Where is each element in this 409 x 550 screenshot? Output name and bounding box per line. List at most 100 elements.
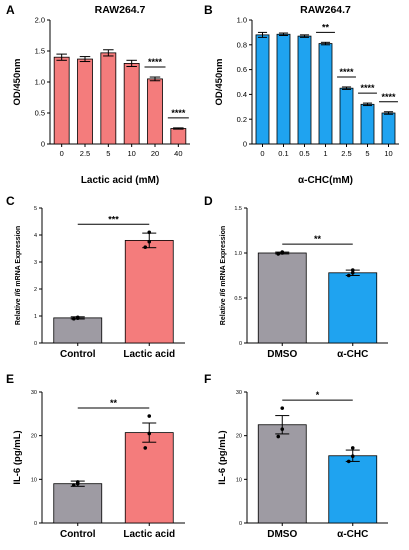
significance-label: ****	[381, 92, 396, 102]
bar	[328, 272, 378, 344]
data-point	[350, 446, 355, 450]
data-point	[350, 268, 355, 272]
y-tick-label: 30	[236, 390, 242, 396]
bar	[360, 103, 375, 145]
data-point	[147, 431, 152, 436]
y-tick-label: 0	[239, 521, 242, 527]
x-tick-label: Control	[60, 349, 96, 360]
y-tick-label: 0.5	[234, 296, 242, 302]
bar	[53, 483, 103, 524]
x-tick-label: α-CHC	[337, 529, 368, 540]
significance-label: **	[110, 398, 118, 408]
bar	[77, 58, 93, 145]
x-tick-label: 1	[323, 149, 327, 158]
panel-letter: A	[6, 3, 15, 17]
bar	[328, 455, 378, 524]
bar	[339, 87, 354, 145]
significance-label: ****	[339, 67, 354, 77]
y-tick-label: 0.6	[237, 65, 247, 74]
panel-letter: B	[204, 3, 213, 17]
data-point	[276, 434, 281, 439]
y-tick-label: 2.0	[35, 16, 45, 25]
y-tick-label: 0.5	[35, 109, 45, 118]
x-tick-label: 5	[106, 149, 110, 158]
significance-label: **	[322, 22, 330, 32]
x-tick-label: DMSO	[267, 349, 297, 360]
y-tick-label: 0	[243, 140, 247, 149]
data-point	[147, 239, 152, 244]
x-tick-label: Lactic acid	[123, 349, 175, 360]
y-axis-label: OD/450nm	[12, 59, 23, 106]
significance-label: *	[316, 390, 320, 400]
x-tick-label: Control	[60, 529, 96, 540]
y-tick-label: 1.0	[234, 251, 242, 257]
significance-label: ****	[171, 108, 186, 118]
x-tick-label: 20	[151, 149, 159, 158]
y-tick-label: 30	[31, 390, 37, 396]
y-tick-label: 20	[31, 434, 37, 440]
y-tick-label: 0.2	[237, 115, 247, 124]
y-axis-label-part: Relative	[15, 296, 22, 325]
x-tick-label: 2.5	[80, 149, 90, 158]
data-point	[147, 230, 152, 235]
panel-a: A RAW264.7 0 0.5 1.0 1.5 2.0 OD/450nm 0 2.5 5 10 20 4…	[6, 3, 190, 186]
chart-title: RAW264.7	[95, 4, 146, 16]
x-tick-label: 0.5	[299, 149, 309, 158]
significance-label: **	[314, 234, 322, 244]
y-tick-label: 5	[34, 206, 37, 212]
y-axis-label: IL-6 (pg/mL)	[12, 430, 23, 484]
bar	[53, 56, 70, 145]
y-tick-label: 1	[34, 314, 37, 320]
bar	[147, 78, 163, 145]
y-tick-label: 1.0	[35, 78, 45, 87]
x-tick-label: 0	[260, 149, 264, 158]
bar	[170, 128, 187, 145]
data-point	[350, 454, 355, 458]
panel-letter: C	[6, 194, 15, 208]
significance-label: ****	[360, 83, 375, 93]
data-point	[75, 316, 80, 320]
significance-label: ****	[148, 57, 163, 67]
y-tick-label: 1.0	[237, 16, 247, 25]
y-axis-label-part: mRNA Expression	[220, 226, 227, 289]
significance-label: ***	[108, 214, 119, 224]
y-axis-label: IL-6 (pg/mL)	[217, 430, 228, 484]
panel-b: B RAW264.7 0 0.2 0.4 0.6 0.8 1.0 OD/450nm 0 0.1 0.5…	[204, 3, 399, 186]
y-tick-label: 0.8	[237, 40, 247, 49]
y-tick-label: 3	[34, 260, 37, 266]
bar	[124, 432, 174, 524]
x-axis-label: Lactic acid (mM)	[81, 175, 159, 186]
data-point	[143, 446, 148, 450]
x-tick-label: DMSO	[267, 529, 297, 540]
panel-d: D 0 0.5 1.0 1.5 Relative Il6 mRNA Expression D…	[204, 194, 388, 360]
data-point	[280, 250, 285, 254]
y-tick-label: 0	[239, 341, 242, 347]
bar	[255, 34, 270, 145]
y-tick-label: 0	[34, 521, 37, 527]
x-tick-label: 10	[127, 149, 135, 158]
x-tick-label: 40	[174, 149, 182, 158]
data-point	[276, 252, 281, 256]
data-point	[280, 427, 285, 431]
x-tick-label: 10	[384, 149, 392, 158]
y-tick-label: 10	[31, 477, 37, 483]
x-tick-label: 0.1	[278, 149, 288, 158]
y-tick-label: 20	[236, 434, 242, 440]
data-point	[75, 480, 80, 484]
y-axis-label-part: Il6	[220, 288, 227, 296]
panel-letter: F	[204, 372, 211, 386]
panel-e: E 0 10 20 30 IL-6 (pg/mL) Control Lactic acid **	[6, 372, 185, 540]
data-point	[350, 271, 355, 275]
bar	[100, 52, 117, 145]
x-tick-label: Lactic acid	[123, 529, 175, 540]
y-tick-label: 0	[34, 341, 37, 347]
x-tick-label: 0	[60, 149, 64, 158]
data-point	[71, 316, 76, 321]
y-axis-label: OD/450nm	[214, 59, 225, 106]
panel-f: F 0 10 20 30 IL-6 (pg/mL) DMSO α-CHC *	[204, 372, 388, 540]
x-tick-label: 2.5	[341, 149, 351, 158]
y-axis-label: Relative Il6 mRNA Expression	[220, 226, 227, 325]
bar	[257, 252, 307, 344]
bar	[297, 35, 312, 145]
